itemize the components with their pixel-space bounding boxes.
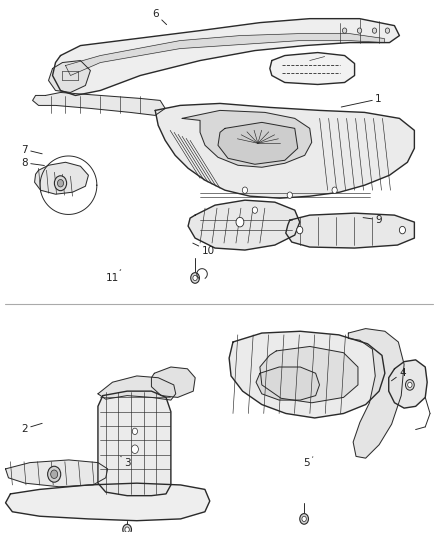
- Polygon shape: [152, 367, 195, 398]
- Circle shape: [406, 379, 414, 390]
- Circle shape: [242, 187, 247, 193]
- Circle shape: [372, 28, 377, 33]
- Text: 2: 2: [21, 423, 42, 434]
- Text: 4: 4: [392, 368, 406, 381]
- Text: 5: 5: [303, 457, 313, 468]
- Circle shape: [332, 187, 337, 193]
- Polygon shape: [35, 162, 88, 194]
- Polygon shape: [260, 346, 358, 403]
- Circle shape: [48, 466, 61, 482]
- Circle shape: [287, 192, 293, 198]
- Circle shape: [236, 217, 244, 227]
- Circle shape: [132, 428, 138, 434]
- Circle shape: [131, 445, 138, 454]
- Text: 10: 10: [193, 243, 215, 255]
- Polygon shape: [286, 213, 414, 248]
- Polygon shape: [6, 460, 108, 487]
- Circle shape: [57, 180, 64, 187]
- Text: 1: 1: [341, 94, 381, 107]
- Polygon shape: [256, 367, 319, 400]
- Circle shape: [408, 382, 412, 387]
- Polygon shape: [270, 53, 355, 84]
- Polygon shape: [49, 61, 90, 92]
- Circle shape: [343, 28, 347, 33]
- Circle shape: [302, 516, 306, 522]
- Polygon shape: [66, 34, 385, 76]
- Polygon shape: [182, 110, 312, 167]
- Circle shape: [51, 470, 58, 479]
- Polygon shape: [32, 92, 165, 116]
- Polygon shape: [218, 123, 298, 164]
- Circle shape: [252, 207, 258, 213]
- Polygon shape: [98, 391, 171, 496]
- Circle shape: [193, 276, 197, 281]
- Circle shape: [297, 227, 303, 234]
- Polygon shape: [6, 483, 210, 521]
- Polygon shape: [98, 376, 176, 400]
- Circle shape: [191, 273, 199, 283]
- Circle shape: [300, 514, 308, 524]
- Circle shape: [385, 28, 390, 33]
- Text: 8: 8: [21, 158, 44, 168]
- Polygon shape: [155, 103, 414, 198]
- Text: 6: 6: [152, 9, 166, 25]
- Text: 9: 9: [363, 215, 381, 225]
- Polygon shape: [53, 19, 399, 95]
- Circle shape: [399, 227, 406, 234]
- Polygon shape: [188, 200, 300, 250]
- Circle shape: [54, 176, 67, 191]
- Polygon shape: [389, 360, 427, 408]
- Text: 11: 11: [106, 270, 121, 283]
- Text: 3: 3: [121, 456, 131, 468]
- Polygon shape: [348, 329, 404, 458]
- Circle shape: [357, 28, 362, 33]
- Circle shape: [123, 524, 131, 533]
- Circle shape: [125, 527, 129, 532]
- Text: 7: 7: [21, 144, 42, 155]
- Polygon shape: [229, 332, 385, 418]
